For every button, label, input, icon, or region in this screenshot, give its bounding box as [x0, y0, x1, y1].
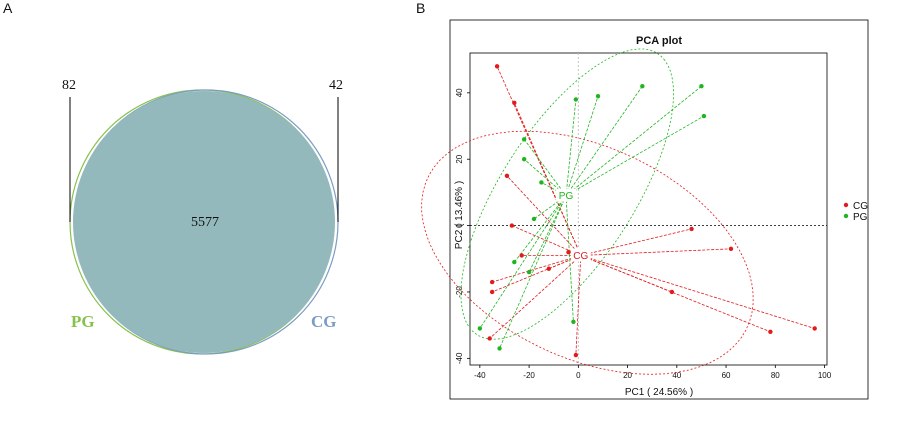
spider-line-cg [580, 255, 815, 329]
point-cg [573, 352, 579, 358]
centroid-label-pg: PG [559, 191, 574, 202]
x-tick-label: -40 [474, 371, 486, 380]
point-pg [521, 137, 527, 142]
x-axis-label: PC1 ( 24.56% ) [625, 387, 693, 398]
point-pg [573, 97, 579, 102]
x-tick-label: -20 [523, 371, 535, 380]
y-tick-label: 0 [455, 223, 464, 228]
panel-b-label: B [416, 0, 426, 16]
x-tick-label: 0 [576, 371, 581, 380]
y-tick-label: 20 [455, 154, 464, 163]
spider-line-pg [565, 85, 643, 196]
point-cg [489, 289, 495, 295]
cg-group-label: CG [311, 312, 337, 331]
x-tick-label: 20 [623, 371, 632, 380]
shared-count: 5577 [191, 215, 219, 230]
x-tick-label: 80 [771, 371, 780, 380]
spider-line-cg [575, 255, 582, 356]
point-cg [504, 173, 510, 179]
point-cg [689, 226, 694, 232]
point-pg [512, 259, 517, 265]
point-pg [595, 93, 601, 99]
x-tick-label: 40 [672, 371, 681, 380]
point-cg [512, 100, 517, 105]
point-pg [539, 180, 544, 185]
point-cg [489, 279, 495, 285]
spider-line-pg [565, 85, 702, 197]
x-tick-label: 60 [722, 371, 731, 380]
point-pg [701, 113, 707, 119]
venn-overlap [73, 91, 335, 353]
point-pg [521, 157, 527, 162]
y-tick-label: -20 [455, 286, 464, 298]
panel-a-label: A [3, 0, 13, 16]
point-cg [669, 289, 675, 295]
point-pg [477, 326, 483, 331]
spider-line-pg [565, 195, 574, 322]
spider-line-cg [492, 255, 581, 283]
spider-line-cg [511, 225, 581, 256]
ellipse-cg [421, 130, 754, 375]
y-tick-label: -40 [455, 352, 464, 364]
point-cg [728, 246, 734, 252]
centroid-label-bg-cg [570, 248, 591, 262]
spider-line-cg [489, 255, 582, 339]
y-tick-label: 40 [455, 88, 464, 97]
point-cg [509, 223, 515, 228]
figure-frame [449, 19, 869, 400]
pg-group-label: PG [71, 312, 95, 331]
x-tick-label: 100 [818, 371, 832, 380]
centroid-label-bg-pg [556, 188, 577, 202]
spider-line-cg [506, 175, 582, 256]
point-cg [494, 64, 500, 69]
point-cg [546, 266, 551, 271]
plot-frame [469, 52, 828, 366]
legend-label-cg: CG [853, 201, 868, 212]
spider-line-pg [514, 195, 567, 263]
point-pg [526, 269, 532, 275]
point-cg [768, 329, 773, 335]
point-pg [640, 83, 645, 89]
spider-line-pg [528, 195, 567, 273]
spider-line-pg [479, 195, 567, 329]
cg-unique-count: 42 [329, 78, 343, 93]
spider-line-pg [499, 195, 567, 349]
ellipse-pg [460, 48, 675, 340]
point-pg [699, 83, 704, 89]
spider-line-pg [565, 99, 577, 196]
spider-line-cg [580, 228, 692, 256]
point-pg [531, 216, 537, 222]
point-cg [519, 253, 524, 258]
legend-marker-cg [843, 202, 849, 208]
spider-line-pg [523, 139, 567, 196]
chart-title: PCA plot [636, 35, 682, 47]
legend-marker-pg [843, 213, 849, 219]
point-cg [566, 249, 571, 255]
point-pg [497, 346, 502, 351]
spider-line-cg [580, 255, 771, 333]
legend-label-pg: PG [853, 212, 868, 223]
spider-line-pg [565, 115, 705, 197]
pg-unique-count: 82 [62, 78, 76, 93]
y-axis-label: PC2 ( 13.46% ) [454, 181, 465, 249]
centroid-label-cg: CG [573, 251, 588, 262]
point-cg [812, 326, 817, 331]
spider-line-pg [565, 96, 599, 196]
spider-line-cg [580, 248, 731, 256]
venn-diagram [69, 89, 339, 355]
point-cg [487, 336, 492, 341]
point-pg [571, 319, 576, 325]
